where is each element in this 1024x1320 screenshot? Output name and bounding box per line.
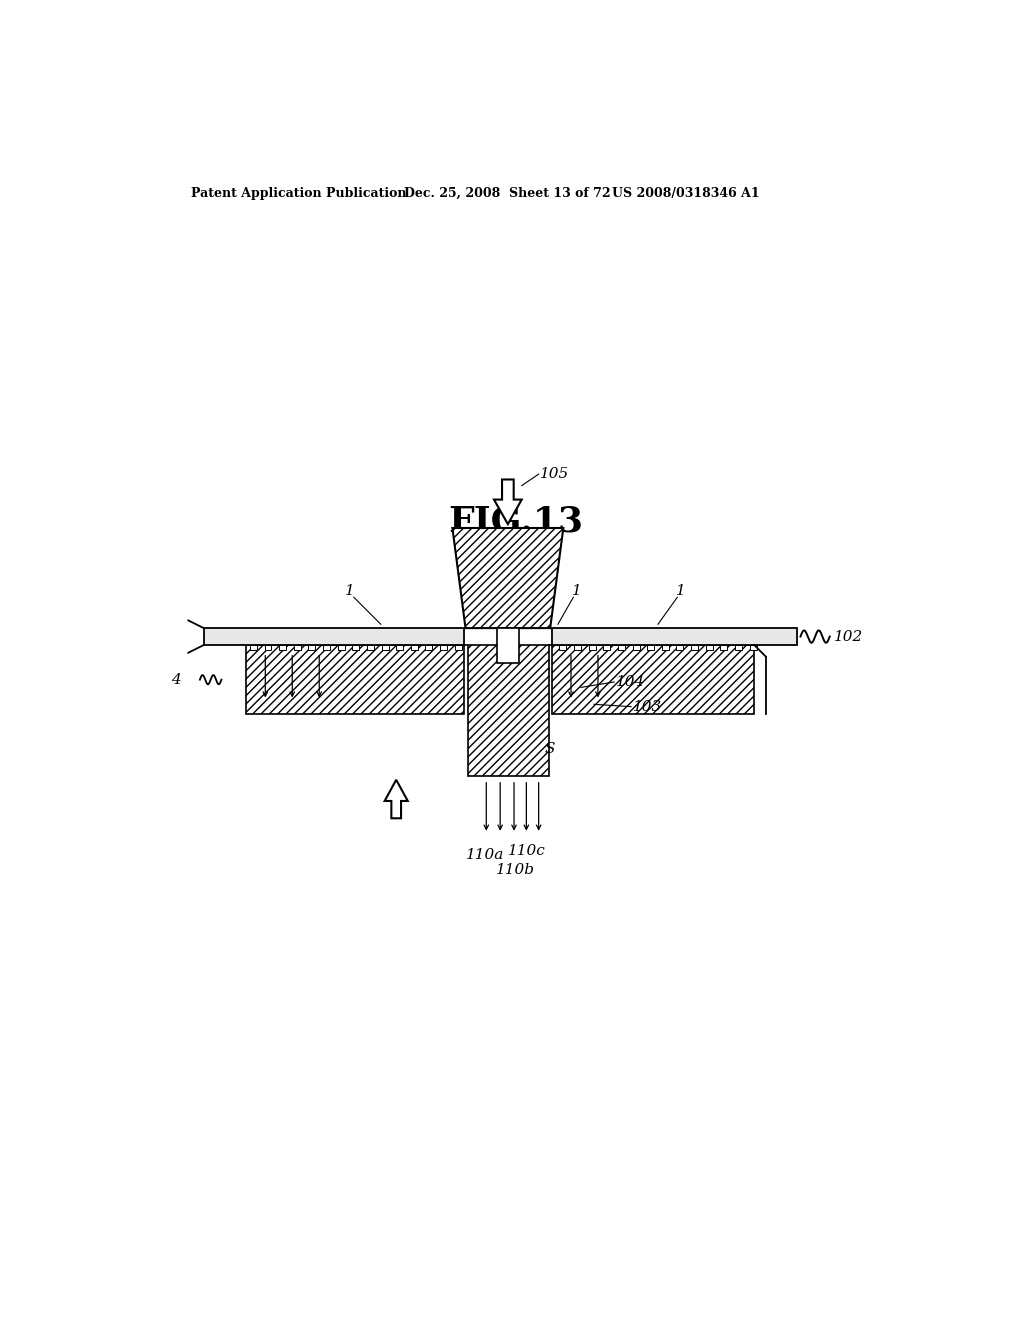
Bar — [308, 645, 315, 651]
Bar — [455, 645, 462, 651]
Bar — [294, 645, 301, 651]
Polygon shape — [494, 479, 521, 524]
Text: S: S — [545, 742, 555, 756]
Bar — [603, 645, 610, 651]
Bar — [750, 645, 757, 651]
Text: 1: 1 — [676, 585, 686, 598]
Bar — [382, 645, 388, 651]
Bar — [662, 645, 669, 651]
Bar — [246, 645, 464, 714]
Bar — [559, 645, 566, 651]
Bar — [574, 645, 581, 651]
Text: 4: 4 — [171, 673, 180, 686]
Polygon shape — [385, 780, 408, 818]
Text: Patent Application Publication: Patent Application Publication — [190, 187, 407, 199]
Bar — [250, 645, 257, 651]
Bar — [264, 645, 271, 651]
Bar — [647, 645, 654, 651]
Bar — [411, 645, 418, 651]
Text: Dec. 25, 2008  Sheet 13 of 72: Dec. 25, 2008 Sheet 13 of 72 — [403, 187, 610, 199]
Bar — [552, 645, 755, 714]
Bar — [677, 645, 683, 651]
Bar — [720, 645, 727, 651]
Text: 110b: 110b — [497, 863, 536, 876]
Text: 103: 103 — [633, 700, 662, 714]
Bar — [352, 645, 359, 651]
Bar — [468, 645, 549, 776]
Text: 102: 102 — [834, 630, 863, 644]
Bar — [552, 628, 797, 645]
Text: 110a: 110a — [466, 847, 504, 862]
Bar — [280, 645, 286, 651]
Bar — [440, 645, 447, 651]
Text: 105: 105 — [541, 467, 569, 480]
Bar — [323, 645, 330, 651]
Bar — [425, 645, 432, 651]
Text: 104: 104 — [615, 675, 645, 689]
Bar — [367, 645, 374, 651]
Text: 1: 1 — [572, 585, 582, 598]
Bar — [497, 628, 518, 663]
Text: US 2008/0318346 A1: US 2008/0318346 A1 — [611, 187, 760, 199]
Bar — [396, 645, 403, 651]
Bar — [706, 645, 713, 651]
Bar — [338, 645, 345, 651]
Bar — [735, 645, 742, 651]
Bar — [617, 645, 625, 651]
Bar — [589, 645, 596, 651]
Bar — [204, 628, 464, 645]
Bar — [633, 645, 640, 651]
Text: 1: 1 — [345, 585, 355, 598]
Text: 110c: 110c — [508, 845, 546, 858]
Text: FIG.13: FIG.13 — [449, 506, 584, 539]
Polygon shape — [453, 528, 563, 628]
Bar — [691, 645, 698, 651]
